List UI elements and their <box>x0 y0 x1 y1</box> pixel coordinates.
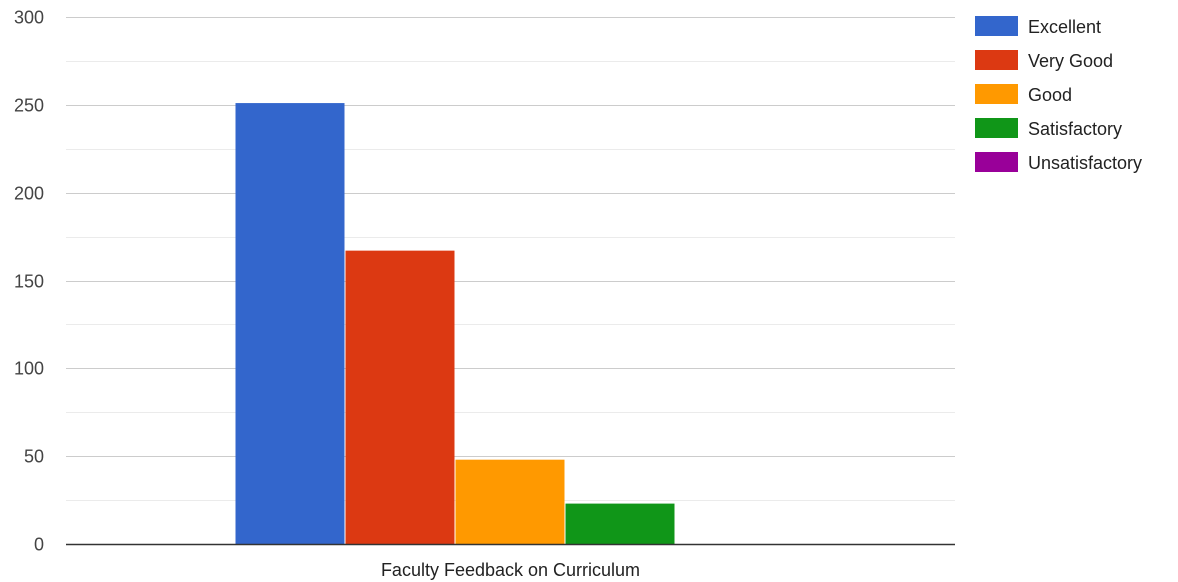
legend-item-unsatisfactory[interactable]: Unsatisfactory <box>975 152 1142 173</box>
y-tick-label: 100 <box>14 359 44 379</box>
bars <box>235 103 675 545</box>
bar-good[interactable] <box>455 459 565 544</box>
legend-label: Very Good <box>1028 51 1113 71</box>
legend-swatch <box>975 118 1018 138</box>
legend-label: Good <box>1028 85 1072 105</box>
legend[interactable]: Excellent Very Good Good Satisfactory Unsati… <box>975 16 1142 173</box>
x-category-label: Faculty Feedback on Curriculum <box>381 560 640 580</box>
legend-item-good[interactable]: Good <box>975 84 1072 105</box>
y-axis-ticks: 0 50 100 150 200 250 300 <box>14 8 44 555</box>
bar-excellent[interactable] <box>235 103 345 545</box>
legend-label: Unsatisfactory <box>1028 153 1142 173</box>
x-axis-categories: Faculty Feedback on Curriculum <box>381 560 640 580</box>
legend-swatch <box>975 50 1018 70</box>
legend-item-excellent[interactable]: Excellent <box>975 16 1101 37</box>
y-tick-label: 250 <box>14 96 44 116</box>
legend-swatch <box>975 152 1018 172</box>
y-tick-label: 50 <box>24 447 44 467</box>
gridlines <box>66 17 955 501</box>
bar-very-good[interactable] <box>345 250 455 545</box>
legend-swatch <box>975 84 1018 104</box>
legend-swatch <box>975 16 1018 36</box>
legend-item-satisfactory[interactable]: Satisfactory <box>975 118 1122 139</box>
y-tick-label: 150 <box>14 272 44 292</box>
y-tick-label: 300 <box>14 8 44 28</box>
legend-label: Satisfactory <box>1028 119 1122 139</box>
legend-label: Excellent <box>1028 17 1101 37</box>
bar-satisfactory[interactable] <box>565 503 675 544</box>
y-tick-label: 0 <box>34 535 44 555</box>
y-tick-label: 200 <box>14 184 44 204</box>
legend-item-very-good[interactable]: Very Good <box>975 50 1113 71</box>
